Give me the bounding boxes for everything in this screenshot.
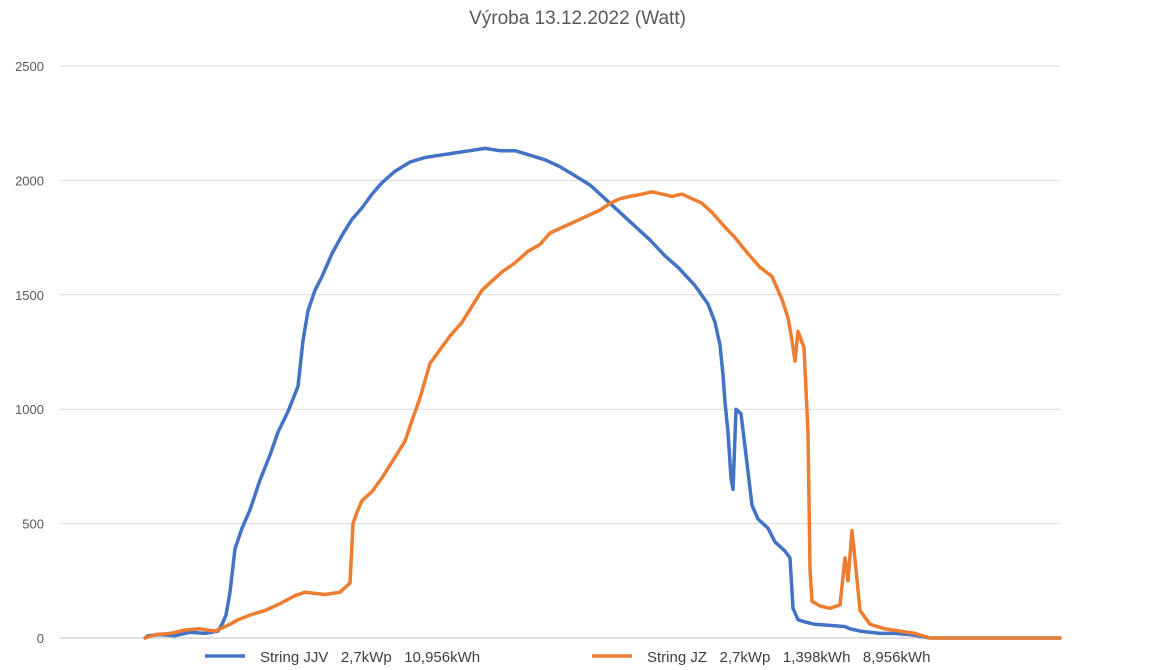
series-line-2 [143,190,1062,640]
y-tick-label: 1000 [15,402,44,417]
y-tick-label: 2500 [15,59,44,74]
series-lines [143,146,1062,640]
y-tick-label: 2000 [15,173,44,188]
y-tick-label: 1500 [15,288,44,303]
y-axis-ticks: 0 500 1000 1500 2000 2500 [15,59,44,646]
y-tick-label: 500 [22,517,44,532]
legend-label-1: String JJV 2,7kWp 10,956kWh [260,649,480,666]
y-tick-label: 0 [37,631,44,646]
legend: String JJV 2,7kWp 10,956kWh String JZ 2,7… [205,649,930,666]
gridlines [60,65,1060,639]
legend-label-2: String JZ 2,7kWp 1,398kWh 8,956kWh [647,649,930,666]
chart-title: Výroba 13.12.2022 (Watt) [469,8,686,29]
series-line-1 [143,146,1062,640]
